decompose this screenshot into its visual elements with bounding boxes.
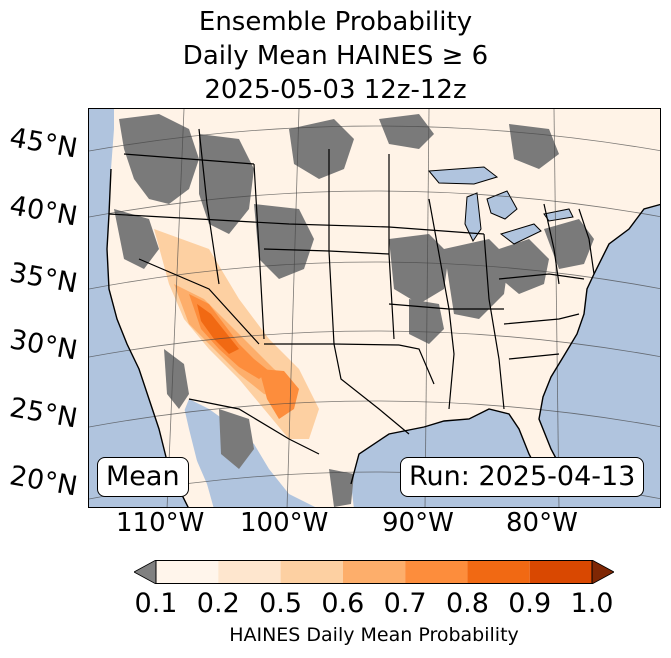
lon-label-110w: 110°W bbox=[116, 508, 205, 538]
map-title-line3: 2025-05-03 12z-12z bbox=[204, 75, 467, 105]
colorbar-frame bbox=[155, 560, 593, 584]
coastline bbox=[106, 168, 660, 507]
map-title-line1: Ensemble Probability bbox=[198, 7, 473, 37]
colorbar-label: HAINES Daily Mean Probability bbox=[229, 624, 519, 646]
lon-label-100w: 100°W bbox=[240, 508, 329, 538]
lat-label-30: 30°N bbox=[7, 324, 80, 367]
colorbar-bin bbox=[280, 560, 343, 584]
colorbar-tick-label: 0.6 bbox=[321, 588, 365, 619]
colorbar-bin bbox=[529, 560, 592, 584]
colorbar-tick-label: 0.5 bbox=[259, 588, 303, 619]
stat-badge: Mean bbox=[97, 457, 189, 497]
colorbar-bin bbox=[218, 560, 281, 584]
run-date-badge: Run: 2025-04-13 bbox=[400, 457, 645, 497]
lat-label-40: 40°N bbox=[7, 190, 80, 233]
colorbar-bin bbox=[342, 560, 406, 584]
colorbar-tick-label: 0.7 bbox=[383, 588, 427, 619]
lat-label-20: 20°N bbox=[7, 460, 80, 503]
map-panel bbox=[88, 108, 661, 508]
colorbar-tick-label: 0.2 bbox=[196, 588, 240, 619]
colorbar-bin bbox=[405, 560, 468, 584]
lon-label-80w: 80°W bbox=[506, 508, 578, 538]
probability-high-region bbox=[154, 229, 319, 439]
colorbar-over-arrow bbox=[591, 560, 614, 584]
lat-label-25: 25°N bbox=[7, 392, 80, 435]
lon-label-90w: 90°W bbox=[382, 508, 454, 538]
state-boundaries bbox=[108, 128, 595, 455]
great-lakes bbox=[427, 166, 574, 245]
colorbar-tick-label: 0.8 bbox=[445, 588, 489, 619]
map-canvas bbox=[89, 109, 660, 507]
colorbar-bin bbox=[467, 560, 530, 584]
colorbar-tick-label: 0.9 bbox=[508, 588, 552, 619]
lat-label-35: 35°N bbox=[7, 257, 80, 300]
map-title-line2: Daily Mean HAINES ≥ 6 bbox=[182, 41, 489, 71]
colorbar-bin bbox=[156, 560, 219, 584]
colorbar-tick-label: 1.0 bbox=[570, 588, 614, 619]
colorbar bbox=[134, 560, 614, 584]
colorbar-tick-label: 0.1 bbox=[134, 588, 178, 619]
colorbar-under-arrow bbox=[134, 560, 157, 584]
lat-label-45: 45°N bbox=[7, 122, 80, 165]
